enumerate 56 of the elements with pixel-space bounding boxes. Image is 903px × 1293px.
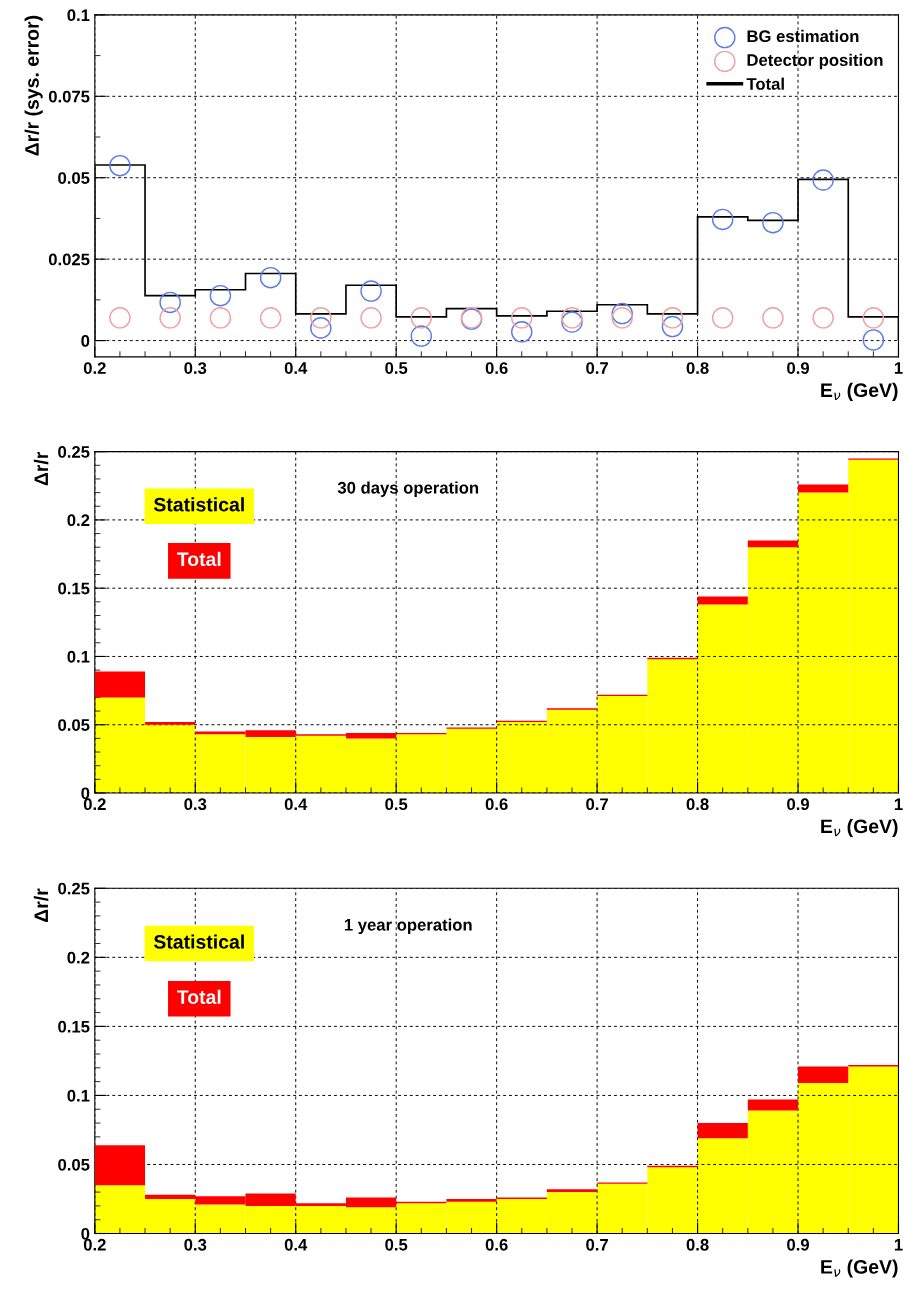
x-tick-label: 0.4: [284, 1238, 308, 1251]
x-axis-title: E$_{ν}$ (GeV): [821, 1259, 898, 1278]
y-tick-label: 0.05: [58, 172, 90, 184]
legend-label: Total: [746, 77, 784, 90]
x-tick-label: 0.5: [385, 1238, 408, 1251]
x-tick-label: 1: [894, 798, 903, 810]
annotation: 1 year operation: [344, 918, 472, 935]
x-tick-label: 0.6: [485, 362, 508, 374]
legend-label: BG estimation: [747, 29, 859, 43]
y-tick-label: 0.025: [48, 253, 90, 266]
y-tick-label: 0.075: [48, 90, 90, 103]
x-tick-label: 1: [894, 362, 903, 374]
y-tick-label: 0.25: [58, 446, 90, 458]
x-tick-label: 0.7: [586, 1238, 608, 1251]
y-tick-label: 0: [81, 787, 90, 800]
y-tick-label: 0.1: [67, 9, 90, 22]
x-tick-label: 0.9: [787, 798, 809, 811]
y-tick-label: 0: [81, 1227, 90, 1240]
x-tick-label: 0.5: [385, 362, 408, 374]
annotation: 30 days operation: [337, 481, 479, 497]
text: Total: [177, 989, 221, 1004]
y-axis-title: Δr/r: [33, 888, 49, 923]
y-tick-label: 0.25: [58, 882, 90, 895]
x-tick-label: 0.3: [184, 1238, 207, 1251]
x-tick-label: 0.9: [787, 1238, 809, 1251]
y-axis-title: Δr/r: [33, 451, 49, 486]
x-tick-label: 0.5: [385, 798, 408, 811]
y-tick-label: 0.15: [58, 1020, 90, 1033]
y-tick-label: 0.05: [58, 719, 90, 731]
x-tick-label: 0.8: [686, 798, 709, 811]
text: Statistical: [153, 497, 244, 512]
y-tick-label: 0.05: [58, 1158, 90, 1171]
x-tick-label: 1: [894, 1239, 903, 1251]
y-axis-title: Δr/r (sys. error): [24, 15, 43, 156]
y-tick-label: 0.15: [58, 582, 90, 595]
y-tick-label: 0.1: [67, 650, 90, 663]
x-tick-label: 0.4: [284, 798, 308, 811]
legend-label: Detector position: [747, 53, 883, 70]
x-tick-label: 0.4: [284, 362, 308, 374]
x-tick-label: 0.6: [485, 798, 508, 811]
x-axis-title: E$_{ν}$ (GeV): [821, 382, 898, 401]
x-tick-label: 0.6: [485, 1238, 508, 1251]
y-tick-label: 0.2: [67, 514, 90, 527]
x-tick-label: 0.7: [586, 798, 608, 811]
x-tick-label: 0.7: [586, 362, 608, 374]
x-axis-title: E$_{ν}$ (GeV): [821, 818, 898, 838]
x-tick-label: 0.9: [787, 362, 809, 374]
text: Total: [177, 551, 221, 567]
y-tick-label: 0: [81, 334, 90, 347]
x-tick-label: 0.8: [686, 362, 709, 374]
x-tick-label: 0.3: [184, 362, 207, 374]
x-tick-label: 0.8: [686, 1238, 709, 1251]
x-tick-label: 0.3: [184, 798, 207, 811]
y-tick-label: 0.2: [67, 951, 90, 964]
text: Statistical: [153, 934, 244, 949]
y-tick-label: 0.1: [67, 1089, 90, 1102]
